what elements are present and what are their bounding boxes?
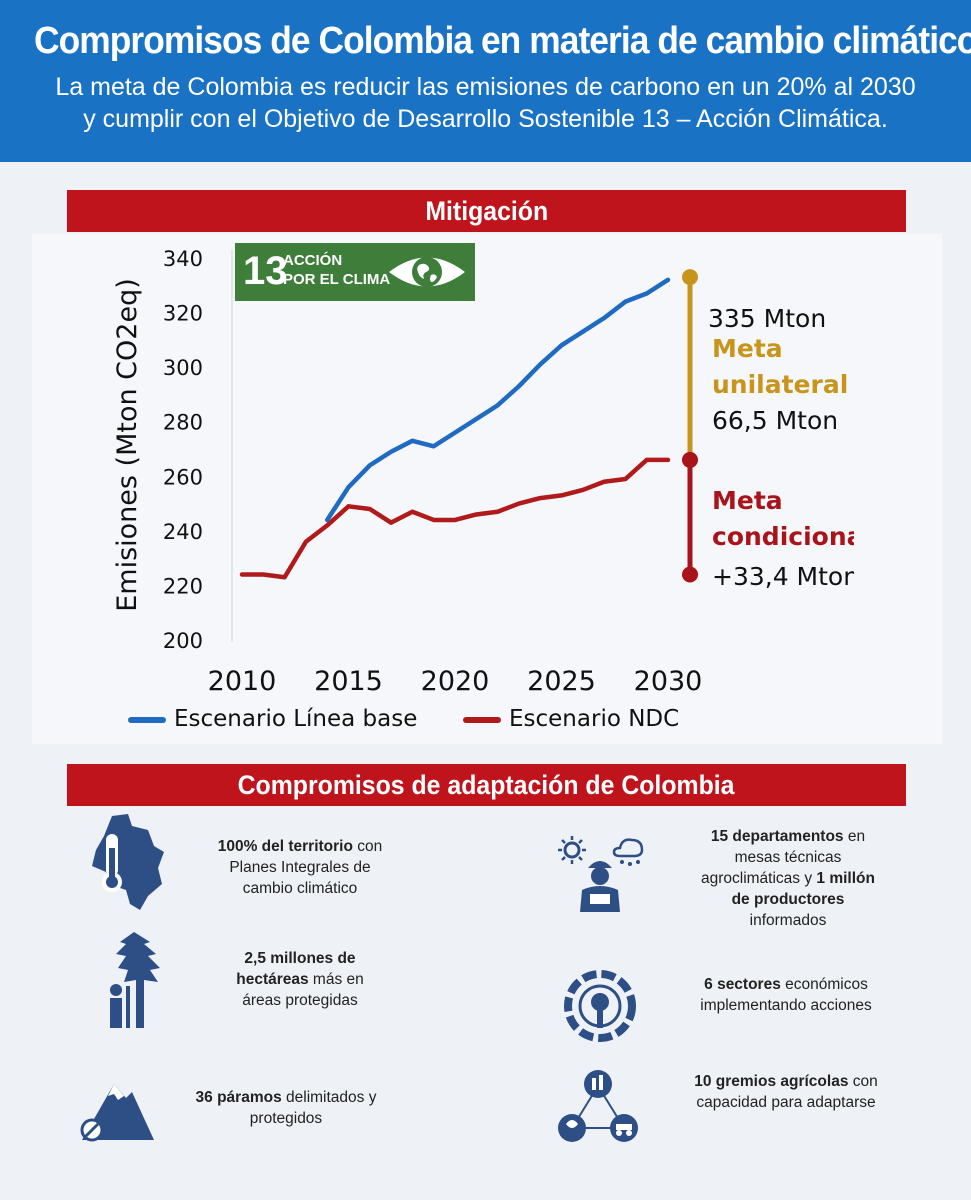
mountain-paramo-icon bbox=[80, 1084, 154, 1142]
unilateral-top-marker bbox=[682, 269, 698, 286]
departments-text3: agroclimáticas y bbox=[700, 870, 817, 887]
conditional-amount: +33,4 Mton bbox=[712, 562, 854, 591]
adaptation-item-guilds: 10 gremios agrícolas con capacidad para … bbox=[658, 1071, 914, 1113]
sdg-number: 13 bbox=[243, 249, 288, 293]
territory-line2: Planes Integrales de bbox=[229, 859, 371, 876]
mitigation-heading: Mitigación bbox=[425, 196, 548, 226]
legend-item-baseline: Escenario Línea base bbox=[128, 706, 417, 732]
hectares-text: más en bbox=[308, 971, 364, 988]
sectors-text: económicos bbox=[780, 976, 868, 993]
adaptation-item-paramos: 36 páramos delimitados y protegidos bbox=[166, 1087, 406, 1129]
departments-line2: mesas técnicas bbox=[734, 849, 842, 866]
sdg-label: ACCIÓN POR EL CLIMA bbox=[283, 251, 390, 289]
series-line-ndc bbox=[239, 457, 671, 580]
annotation-panel: 335 Mton Meta unilateral 66,5 Mton Meta … bbox=[708, 300, 854, 600]
middle-marker bbox=[682, 451, 698, 468]
farmer-weather-icon bbox=[558, 836, 644, 912]
chart-background bbox=[32, 234, 942, 744]
sdg-13-badge: 13 ACCIÓN POR EL CLIMA bbox=[235, 243, 475, 301]
adaptation-heading: Compromisos de adaptación de Colombia bbox=[238, 770, 735, 800]
y-tick-label: 240 bbox=[163, 520, 203, 544]
territory-bold: 100% del territorio bbox=[217, 838, 353, 855]
sdg-label-line2: POR EL CLIMA bbox=[283, 271, 391, 288]
legend-swatch-ndc bbox=[463, 716, 501, 723]
departments-text: en bbox=[843, 828, 866, 845]
guilds-text: con bbox=[848, 1073, 878, 1090]
x-tick-label: 2030 bbox=[634, 666, 703, 697]
unilateral-value: 335 Mton bbox=[708, 304, 827, 333]
unilateral-label-2: unilateral bbox=[712, 370, 849, 399]
conditional-bottom-marker bbox=[682, 566, 698, 583]
adaptation-item-hectares: 2,5 millones de hectáreas más en áreas p… bbox=[190, 948, 410, 1011]
colombia-map-thermometer-icon bbox=[92, 814, 164, 910]
series-line-baseline bbox=[324, 277, 671, 523]
subtitle-line-1: La meta de Colombia es reducir las emisi… bbox=[55, 73, 916, 101]
adaptation-heading-band: Compromisos de adaptación de Colombia bbox=[67, 764, 906, 806]
y-tick-label: 300 bbox=[163, 356, 203, 380]
paramos-text: delimitados y bbox=[281, 1089, 377, 1106]
conditional-label-1: Meta bbox=[712, 486, 783, 515]
sectors-line2: implementando acciones bbox=[700, 997, 872, 1014]
unilateral-label-1: Meta bbox=[712, 334, 783, 363]
hectares-bold2: hectáreas bbox=[236, 971, 309, 988]
y-tick-label: 200 bbox=[163, 629, 203, 653]
sdg-label-line1: ACCIÓN bbox=[283, 252, 343, 269]
hectares-line3: áreas protegidas bbox=[242, 992, 358, 1009]
y-tick-label: 320 bbox=[163, 302, 203, 326]
y-tick-label: 280 bbox=[163, 411, 203, 435]
subtitle-line-2: y cumplir con el Objetivo de Desarrollo … bbox=[83, 105, 888, 133]
x-tick-label: 2025 bbox=[527, 666, 596, 697]
forest-person-icon bbox=[110, 932, 160, 1028]
territory-text: con bbox=[352, 838, 383, 855]
legend-item-ndc: Escenario NDC bbox=[463, 706, 679, 732]
guilds-bold: 10 gremios agrícolas bbox=[694, 1073, 849, 1090]
y-axis-label: Emisiones (Mton CO2eq) bbox=[112, 278, 143, 612]
eye-globe-icon bbox=[389, 257, 465, 287]
adaptation-item-departments: 15 departamentos en mesas técnicas agroc… bbox=[658, 826, 918, 931]
paramos-bold: 36 páramos bbox=[195, 1089, 282, 1106]
conditional-label-2: condicional bbox=[712, 522, 854, 551]
adaptation-item-sectors: 6 sectores económicos implementando acci… bbox=[660, 974, 912, 1016]
x-tick-label: 2020 bbox=[421, 666, 490, 697]
header-banner: Compromisos de Colombia en materia de ca… bbox=[0, 0, 971, 162]
y-tick-label: 220 bbox=[163, 574, 203, 598]
departments-bold: 15 departamentos bbox=[710, 828, 844, 845]
gear-sectors-icon bbox=[564, 970, 636, 1042]
paramos-line2: protegidos bbox=[249, 1110, 323, 1127]
x-tick-label: 2010 bbox=[208, 666, 277, 697]
adaptation-item-territory: 100% del territorio con Planes Integrale… bbox=[180, 836, 420, 899]
legend-swatch-baseline bbox=[128, 716, 166, 723]
departments-bold4: de productores bbox=[731, 891, 845, 908]
legend-label-baseline: Escenario Línea base bbox=[174, 706, 418, 732]
territory-line3: cambio climático bbox=[242, 880, 358, 897]
departments-bold3: 1 millón bbox=[816, 870, 875, 887]
departments-line5: informados bbox=[749, 912, 827, 929]
hectares-bold1: 2,5 millones de bbox=[244, 950, 356, 967]
y-tick-label: 260 bbox=[163, 465, 203, 489]
legend-label-ndc: Escenario NDC bbox=[509, 706, 680, 732]
network-agriculture-icon bbox=[558, 1070, 638, 1142]
mitigation-heading-band: Mitigación bbox=[67, 190, 906, 232]
x-tick-label: 2015 bbox=[314, 666, 383, 697]
sectors-bold: 6 sectores bbox=[704, 976, 781, 993]
y-tick-label: 340 bbox=[163, 247, 203, 271]
page-title: Compromisos de Colombia en materia de ca… bbox=[33, 20, 971, 62]
guilds-line2: capacidad para adaptarse bbox=[696, 1094, 876, 1111]
unilateral-amount: 66,5 Mton bbox=[712, 406, 839, 435]
